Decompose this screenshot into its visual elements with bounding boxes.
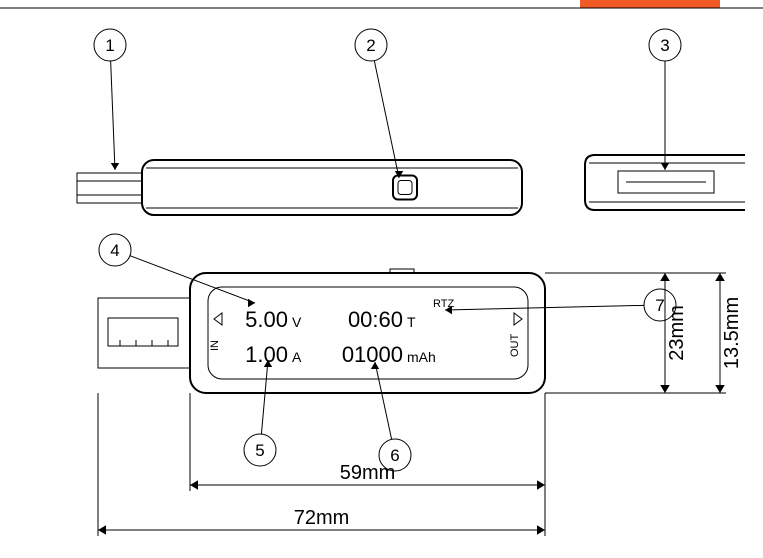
svg-text:13.5mm: 13.5mm [721,297,743,369]
svg-text:4: 4 [110,241,119,260]
svg-text:T: T [407,314,416,330]
svg-text:V: V [292,314,302,330]
svg-text:3: 3 [660,36,669,55]
svg-text:IN: IN [209,340,221,351]
svg-text:00:60: 00:60 [348,307,403,332]
svg-text:5: 5 [255,441,264,460]
svg-text:OUT: OUT [509,334,521,358]
usb-tester-technical-drawing: 5.00V1.00A00:60T01000mAhRTZINOUT12345675… [0,0,763,558]
svg-text:1: 1 [105,36,114,55]
svg-text:72mm: 72mm [294,507,350,529]
svg-text:2: 2 [366,36,375,55]
orange-accent [580,0,720,8]
svg-text:A: A [292,349,302,365]
svg-text:5.00: 5.00 [245,307,288,332]
svg-text:01000: 01000 [342,342,403,367]
svg-text:mAh: mAh [407,349,436,365]
svg-text:23mm: 23mm [666,305,688,361]
svg-text:7: 7 [655,296,664,315]
svg-text:59mm: 59mm [340,462,396,484]
